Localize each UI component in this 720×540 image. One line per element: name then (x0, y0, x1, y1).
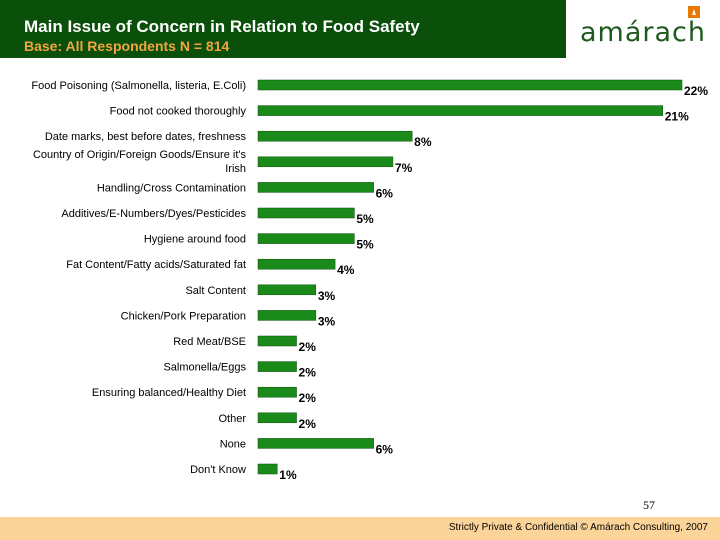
value-label-5: 6% (376, 186, 394, 200)
category-label-1: Food Poisoning (Salmonella, listeria, E.… (31, 80, 246, 92)
bar-chart: Food Poisoning (Salmonella, listeria, E.… (31, 79, 708, 482)
category-label-4: Country of Origin/Foreign Goods/Ensure i… (33, 149, 247, 175)
header: Main Issue of Concern in Relation to Foo… (0, 0, 720, 62)
footer: Strictly Private & Confidential © Amárac… (0, 517, 720, 540)
bar-10 (257, 310, 317, 321)
value-label-2: 21% (665, 110, 689, 124)
bar-4 (257, 156, 394, 168)
category-label-3: Date marks, best before dates, freshness (45, 131, 247, 143)
category-label-13: Ensuring balanced/Healthy Diet (92, 387, 246, 399)
bar-2 (257, 105, 663, 116)
category-label-10: Chicken/Pork Preparation (121, 310, 246, 322)
category-label-14: Other (218, 413, 246, 425)
value-label-8: 4% (337, 263, 355, 277)
value-label-9: 3% (318, 289, 336, 303)
category-label-5: Handling/Cross Contamination (97, 182, 246, 194)
title-bar: Main Issue of Concern in Relation to Foo… (0, 0, 566, 58)
category-label-7: Hygiene around food (144, 234, 246, 246)
bar-14 (257, 412, 297, 424)
value-label-7: 5% (356, 238, 374, 252)
value-label-1: 22% (684, 84, 708, 98)
category-label-12: Salmonella/Eggs (163, 362, 246, 374)
bar-7 (257, 233, 355, 244)
amarach-logo: amárach (566, 0, 720, 58)
value-label-3: 8% (414, 135, 432, 149)
bar-9 (257, 284, 317, 296)
value-label-4: 7% (395, 161, 413, 175)
page-subtitle: Base: All Respondents N = 814 (24, 38, 230, 54)
bar-5 (257, 182, 374, 193)
value-label-6: 5% (356, 212, 374, 226)
page-number: 57 (643, 498, 655, 512)
category-label-9: Salt Content (185, 285, 246, 297)
category-label-11: Red Meat/BSE (173, 336, 246, 348)
bar-16 (257, 463, 278, 475)
value-label-10: 3% (318, 314, 336, 328)
value-label-16: 1% (279, 468, 297, 482)
value-label-14: 2% (299, 417, 317, 431)
bar-12 (257, 361, 297, 372)
bar-13 (257, 386, 297, 398)
bar-1 (257, 79, 683, 91)
bar-8 (257, 258, 336, 270)
category-label-8: Fat Content/Fatty acids/Saturated fat (66, 259, 246, 271)
category-label-2: Food not cooked thoroughly (110, 106, 247, 118)
bar-6 (257, 207, 355, 219)
value-label-12: 2% (299, 366, 317, 380)
footer-text: Strictly Private & Confidential © Amárac… (448, 522, 708, 533)
category-label-16: Don't Know (190, 464, 246, 476)
value-label-15: 6% (376, 442, 394, 456)
bar-3 (257, 130, 413, 142)
category-label-15: None (220, 438, 246, 450)
logo-mark-icon (688, 6, 700, 18)
bar-11 (257, 335, 297, 347)
value-label-11: 2% (299, 340, 317, 354)
category-label-6: Additives/E-Numbers/Dyes/Pesticides (61, 208, 246, 220)
page-title: Main Issue of Concern in Relation to Foo… (24, 17, 420, 36)
bar-15 (257, 438, 374, 449)
logo-text: amárach (580, 17, 706, 48)
value-label-13: 2% (299, 391, 317, 405)
